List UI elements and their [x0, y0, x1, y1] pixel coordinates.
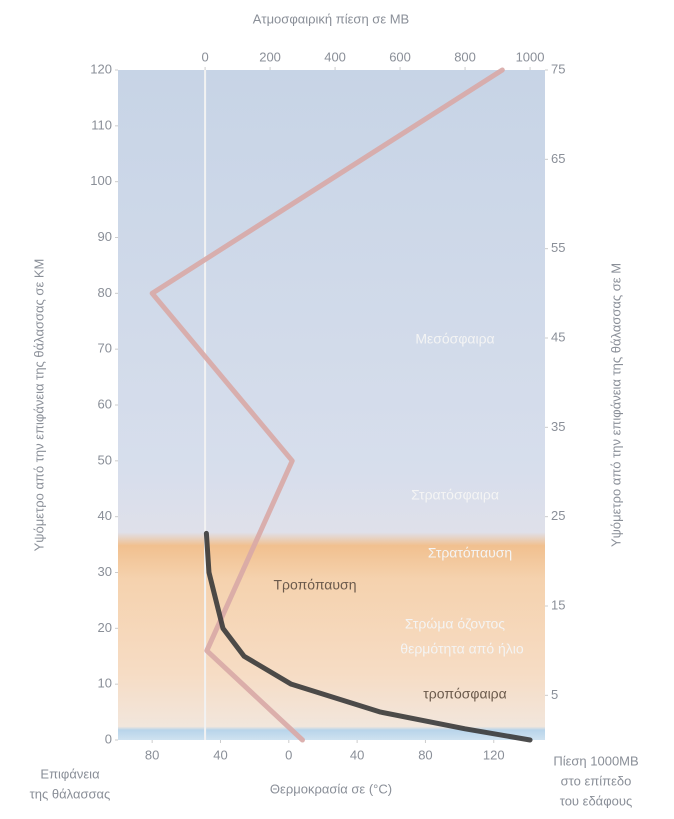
bottom-right-note: Πίεση 1000ΜΒ: [553, 753, 638, 768]
annotation: θερμότητα από ήλιο: [400, 641, 524, 657]
y2-tick-label: 35: [551, 419, 565, 434]
y2-tick-label: 25: [551, 508, 565, 523]
y-tick-label: 20: [98, 620, 112, 635]
y2-tick-label: 65: [551, 151, 565, 166]
y-tick-label: 100: [90, 173, 112, 188]
annotation: Στρατόσφαιρα: [411, 487, 499, 503]
y-tick-label: 30: [98, 564, 112, 579]
x2-tick-label: 800: [454, 49, 476, 64]
x-tick-label: 40: [213, 747, 227, 762]
plot-background: [118, 70, 545, 740]
x2-tick-label: 400: [324, 49, 346, 64]
y-tick-label: 70: [98, 341, 112, 356]
annotation: Μεσόσφαιρα: [415, 331, 494, 347]
y-tick-label: 0: [105, 731, 112, 746]
y-tick-label: 120: [90, 61, 112, 76]
bottom-left-note: της θάλασσας: [30, 786, 111, 801]
annotation: Στρατόπαυση: [428, 545, 512, 561]
y-tick-label: 110: [91, 117, 112, 132]
y2-tick-label: 55: [551, 240, 565, 255]
x-tick-label: 40: [350, 747, 364, 762]
x-axis-label: Θερμοκρασία σε (°C): [270, 781, 392, 796]
y2-tick-label: 5: [551, 687, 558, 702]
x2-tick-label: 0: [201, 49, 208, 64]
annotation: Στρώμα όζοντος: [405, 616, 505, 632]
y-tick-label: 60: [98, 396, 112, 411]
x-tick-label: 80: [418, 747, 432, 762]
y-tick-label: 80: [98, 285, 112, 300]
x2-tick-label: 200: [259, 49, 281, 64]
y2-tick-label: 45: [551, 329, 565, 344]
y-tick-label: 50: [98, 452, 112, 467]
x-tick-label: 0: [285, 747, 292, 762]
x-tick-label: 120: [483, 747, 505, 762]
y-tick-label: 10: [98, 676, 112, 691]
y-tick-label: 40: [98, 508, 112, 523]
y2-tick-label: 75: [551, 61, 565, 76]
y-tick-label: 90: [98, 229, 112, 244]
x2-tick-label: 1000: [516, 49, 545, 64]
annotation: Τροπόπαυση: [274, 577, 357, 593]
y2-tick-label: 15: [551, 597, 565, 612]
x2-tick-label: 600: [389, 49, 411, 64]
annotation: τροπόσφαιρα: [423, 686, 507, 702]
x-tick-label: 80: [145, 747, 159, 762]
y2-axis-label: Υψόμετρο από την επιφάνεια της θάλασσας …: [608, 263, 623, 547]
y-axis-label: Υψόμετρο από την επιφάνεια της θάλασσας …: [31, 259, 46, 552]
chart-title: Ατμοσφαιρική πίεση σε ΜΒ: [253, 11, 409, 26]
bottom-right-note: του εδάφους: [560, 793, 632, 808]
bottom-left-note: Επιφάνεια: [40, 766, 100, 781]
chart: Ατμοσφαιρική πίεση σε ΜΒ Υψόμετρο από τη…: [0, 0, 674, 819]
bottom-right-note: στο επίπεδο: [561, 773, 632, 788]
